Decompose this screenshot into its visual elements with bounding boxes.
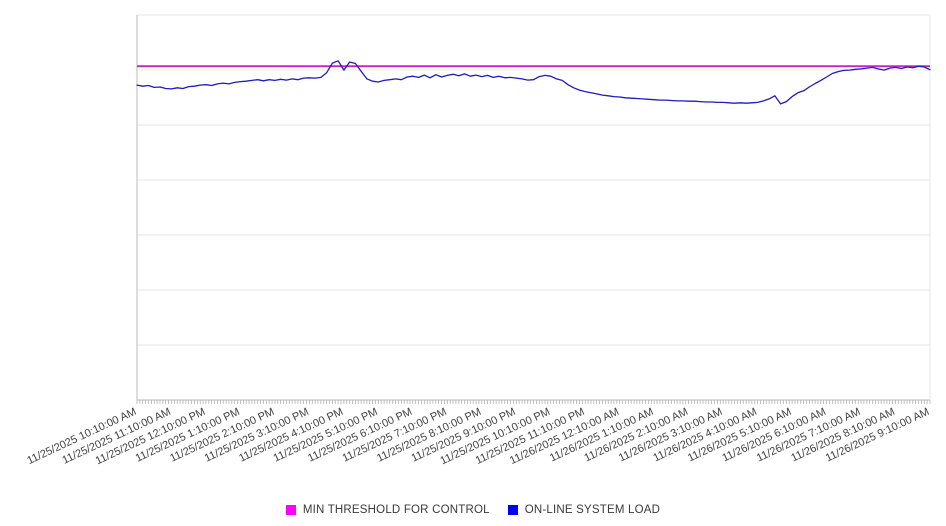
legend-item-min-threshold[interactable]: MIN THRESHOLD FOR CONTROL: [285, 504, 490, 516]
min-threshold-label: MIN THRESHOLD FOR CONTROL: [302, 504, 490, 516]
online-system-load-label: ON-LINE SYSTEM LOAD: [524, 504, 661, 516]
chart-legend: MIN THRESHOLD FOR CONTROL ON-LINE SYSTEM…: [0, 502, 946, 518]
online-system-load-swatch: [507, 505, 518, 515]
min-threshold-swatch: [285, 505, 296, 515]
online-system-load-line: [136, 60, 931, 105]
legend-item-online-system-load[interactable]: ON-LINE SYSTEM LOAD: [507, 504, 661, 516]
